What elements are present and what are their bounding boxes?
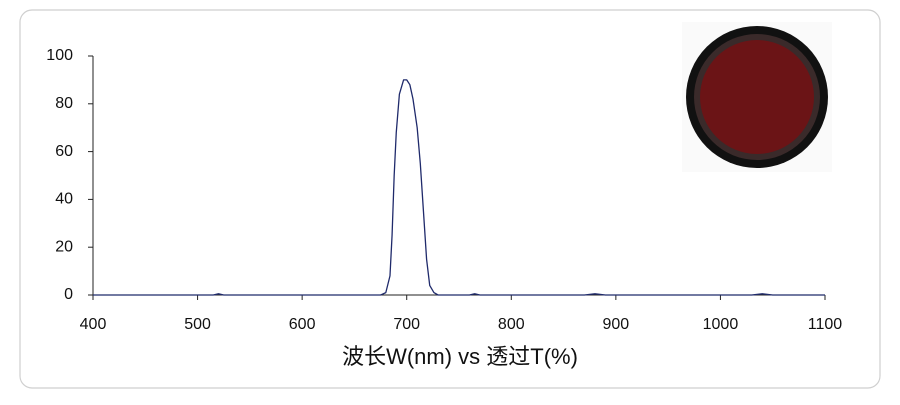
x-tick-label: 1000 [703, 316, 739, 333]
x-tick-label: 1100 [808, 316, 843, 333]
x-axis-label: 波长W(nm) vs 透过T(%) [342, 344, 578, 369]
x-tick-label: 400 [80, 316, 107, 333]
y-tick-label: 100 [46, 47, 73, 64]
y-tick-label: 60 [55, 143, 73, 160]
x-tick-label: 700 [393, 316, 420, 333]
x-tick-label: 900 [603, 316, 630, 333]
y-tick-label: 80 [55, 95, 73, 112]
x-tick-label: 500 [184, 316, 211, 333]
card [19, 9, 881, 389]
y-tick-label: 0 [64, 286, 73, 303]
y-tick-label: 20 [55, 238, 73, 255]
filter-glass [700, 40, 814, 154]
spectrum-line [93, 79, 825, 296]
filter-image [682, 22, 832, 172]
x-tick-label: 800 [498, 316, 525, 333]
y-tick-label: 40 [55, 191, 73, 208]
x-tick-label: 600 [289, 316, 316, 333]
